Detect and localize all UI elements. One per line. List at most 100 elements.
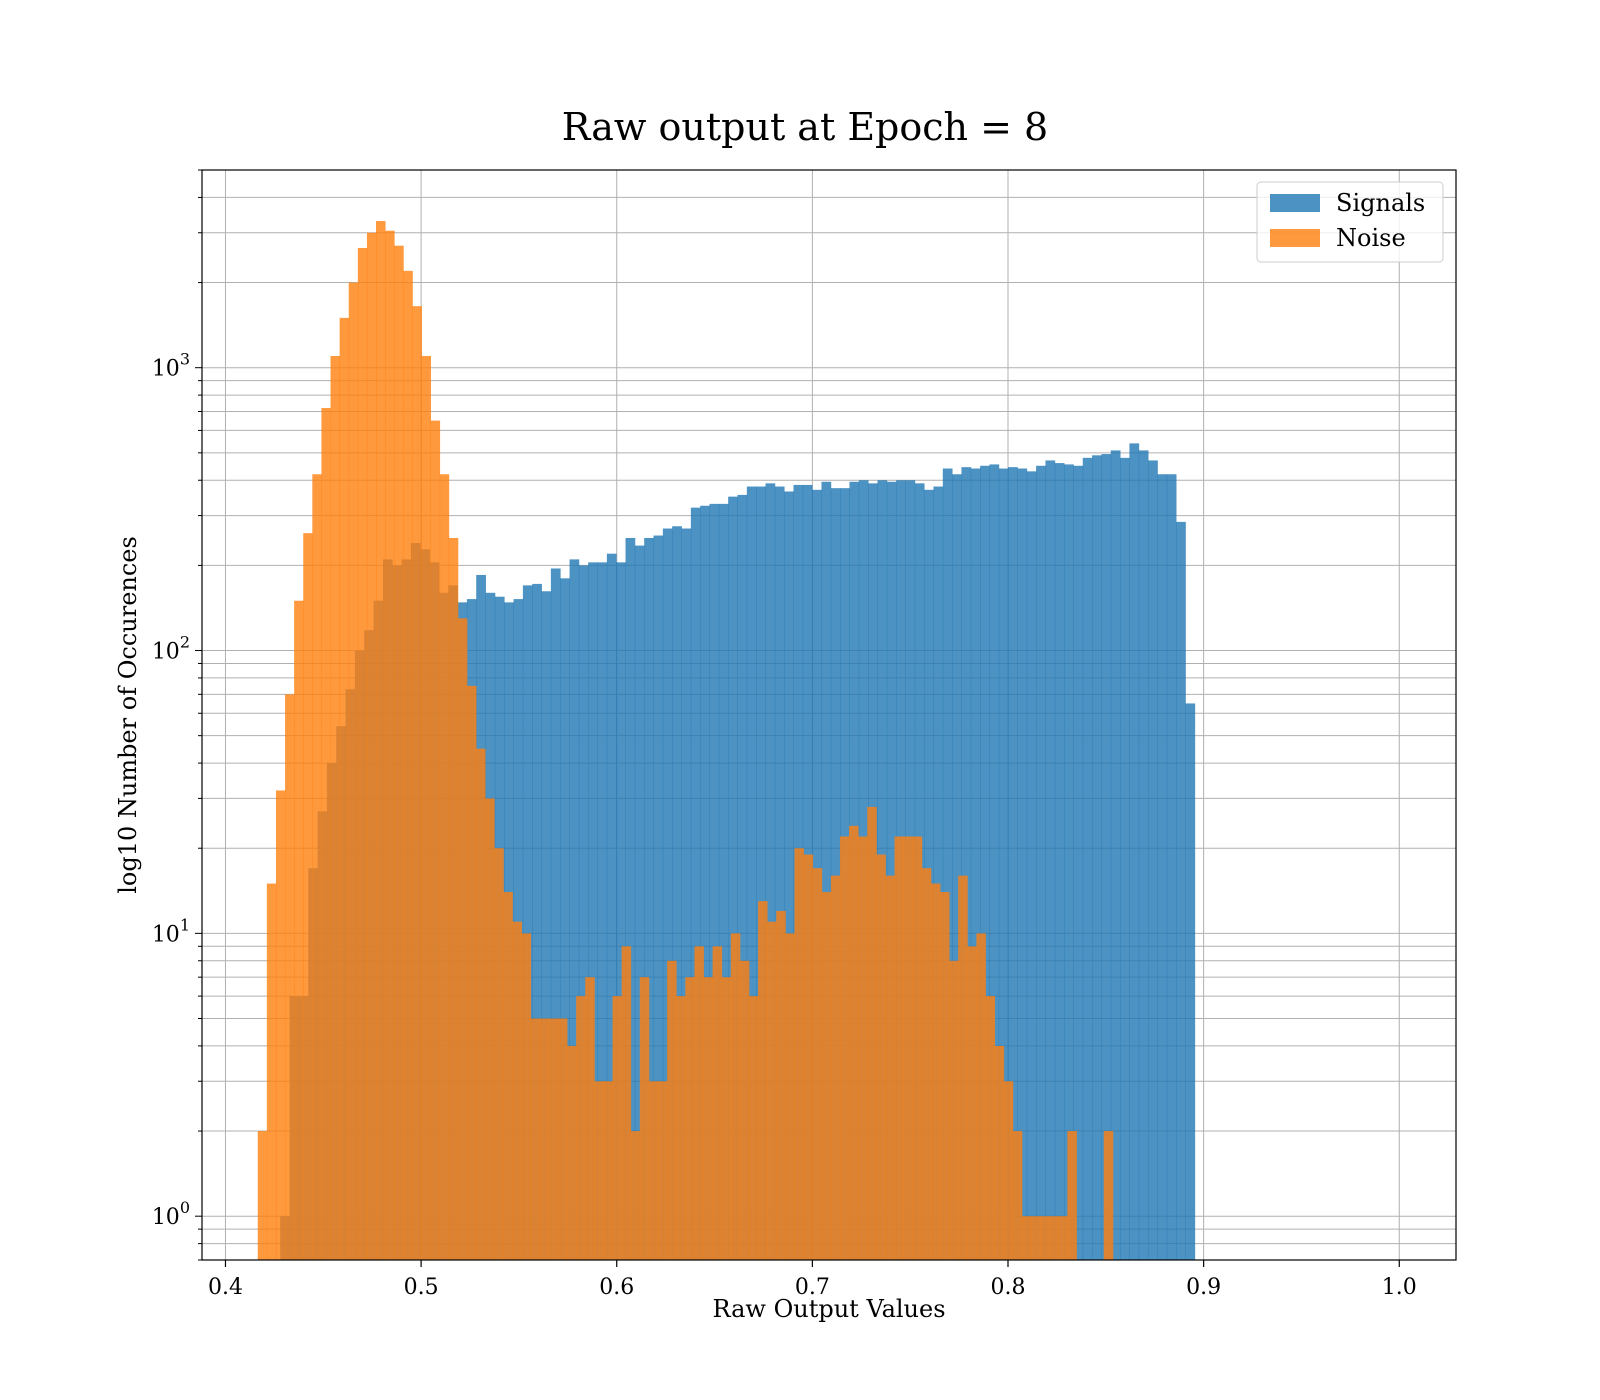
noise-bar [621,946,632,1260]
noise-bar [567,1045,577,1260]
noise-bar [648,1081,659,1260]
signals-bar [700,505,710,1261]
signals-bar [952,474,962,1260]
signals-bar [980,465,990,1260]
signals-bar [681,528,692,1260]
signals-bar [522,585,533,1260]
noise-bar [703,977,713,1260]
legend-label-signals: Signals [1336,189,1425,217]
y-tick-label: 100 [152,1198,190,1230]
noise-bar [994,1045,1005,1260]
y-axis-ticks: 100 101 102 103 [152,169,202,1261]
noise-bar [685,977,695,1260]
noise-bar [958,875,968,1260]
noise-bar [339,317,350,1260]
signals-bar [774,486,785,1260]
x-tick-label: 0.9 [1186,1275,1221,1300]
noise-bar [830,875,841,1260]
noise-bar [330,355,341,1260]
noise-bar [457,618,468,1260]
signals-bar [998,468,1009,1260]
noise-bar [321,408,331,1261]
signals-bar [1185,703,1196,1260]
noise-bar [1103,1131,1114,1260]
noise-bar [503,892,513,1260]
noise-bar [285,694,295,1260]
signals-bar [1138,450,1149,1260]
signals-bar [634,545,645,1260]
y-tick-label: 101 [152,915,190,947]
signals-bar [672,526,682,1260]
signals-bar [886,481,897,1260]
noise-bar [466,685,477,1260]
signals-bar [1166,474,1177,1260]
signals-bar [690,507,701,1261]
noise-bar [294,600,304,1260]
noise-bar [521,933,532,1260]
signals-bar [560,578,570,1260]
noise-bar [676,996,686,1260]
noise-bar [448,537,459,1260]
signals-bar [644,537,654,1260]
noise-bar [412,306,422,1260]
signals-bar [1120,457,1130,1261]
noise-bar [967,946,977,1260]
noise-bar [1012,1131,1023,1260]
noise-bar [275,790,286,1260]
noise-bar [348,282,359,1260]
legend-label-noise: Noise [1336,224,1406,252]
signals-bar [1073,465,1084,1260]
signals-bar [1064,464,1074,1260]
noise-bar [730,933,741,1260]
noise-bar [794,848,804,1260]
noise-bar [530,1018,541,1260]
noise-bar [421,355,431,1260]
noise-bar [512,921,522,1260]
noise-bar [494,848,504,1260]
noise-bar [876,854,886,1260]
noise-bar [1021,1216,1032,1260]
signals-bar [597,562,608,1260]
noise-bar [976,933,986,1260]
noise-bar [630,1131,641,1260]
signals-bar [1017,468,1028,1260]
signals-bar [1008,467,1018,1260]
legend-swatch-signals [1270,194,1320,212]
signals-bar [1176,521,1186,1260]
signals-bar [737,494,748,1261]
noise-bar [303,533,313,1260]
noise-bar [557,1018,568,1260]
noise-bar [476,748,486,1260]
noise-bar [1058,1216,1068,1260]
signals-bar [765,483,776,1261]
signals-bar [942,468,953,1260]
noise-bar [940,892,950,1260]
x-tick-label: 0.5 [404,1275,439,1300]
signals-bar [746,486,757,1260]
signals-bar [830,488,841,1260]
legend: Signals Noise [1256,181,1444,263]
noise-bar [985,996,996,1260]
signals-bar [625,537,636,1260]
signals-bar [532,583,542,1260]
signals-bar [933,486,944,1260]
noise-bar [1067,1131,1077,1260]
noise-bar [548,1018,559,1260]
signals-bar [961,467,972,1260]
noise-bar [867,806,877,1260]
noise-bar [539,1018,550,1260]
signals-bar [588,562,598,1260]
noise-bar [712,946,723,1260]
signals-bar [821,481,832,1260]
noise-bar [594,1081,604,1260]
noise-bar [803,854,814,1260]
signals-bar [662,528,673,1260]
signals-bar [1092,455,1102,1261]
noise-bar [357,247,368,1260]
signals-bar [1054,463,1065,1260]
noise-bar [1003,1081,1014,1260]
x-tick-label: 0.6 [599,1275,634,1300]
noise-bar [439,474,450,1260]
signals-bar [578,565,589,1260]
noise-bar [767,921,777,1260]
